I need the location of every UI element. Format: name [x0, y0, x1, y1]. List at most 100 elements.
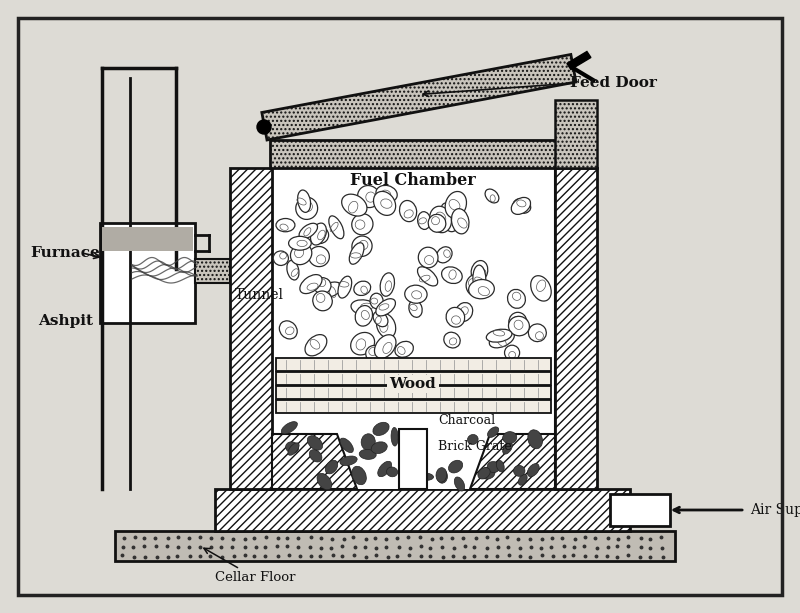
Ellipse shape [370, 293, 383, 309]
Text: Air Supply: Air Supply [750, 503, 800, 517]
Ellipse shape [405, 285, 427, 303]
Text: Charcoal: Charcoal [438, 414, 495, 427]
Ellipse shape [307, 436, 322, 450]
Circle shape [257, 120, 271, 134]
Ellipse shape [487, 462, 499, 473]
Ellipse shape [409, 300, 422, 318]
Bar [215, 489, 630, 531]
Text: Cellar Floor: Cellar Floor [214, 571, 295, 584]
Ellipse shape [507, 289, 526, 308]
Ellipse shape [528, 324, 546, 341]
Ellipse shape [518, 474, 527, 485]
Text: Feed Door: Feed Door [570, 76, 657, 90]
Text: Wood: Wood [390, 377, 436, 391]
Ellipse shape [418, 267, 438, 286]
Ellipse shape [358, 186, 380, 208]
Ellipse shape [340, 456, 357, 465]
Ellipse shape [359, 449, 376, 459]
Ellipse shape [276, 218, 295, 232]
Ellipse shape [329, 216, 344, 238]
Ellipse shape [502, 432, 517, 444]
Ellipse shape [399, 200, 417, 222]
Ellipse shape [351, 300, 378, 316]
Ellipse shape [391, 427, 398, 446]
Ellipse shape [317, 473, 332, 490]
Ellipse shape [373, 311, 388, 327]
Ellipse shape [298, 190, 310, 212]
Bar [115, 531, 675, 561]
Bar [399, 429, 427, 489]
Ellipse shape [418, 247, 438, 268]
Ellipse shape [415, 473, 434, 481]
Ellipse shape [290, 244, 312, 265]
Ellipse shape [395, 341, 414, 357]
Bar [270, 140, 557, 168]
Ellipse shape [311, 227, 329, 243]
Ellipse shape [350, 243, 364, 264]
Ellipse shape [376, 299, 395, 316]
Ellipse shape [527, 463, 539, 477]
Ellipse shape [418, 211, 430, 229]
Ellipse shape [288, 443, 299, 455]
Ellipse shape [286, 442, 298, 453]
Ellipse shape [274, 251, 289, 265]
Ellipse shape [350, 332, 374, 355]
Polygon shape [262, 55, 576, 140]
Ellipse shape [340, 438, 354, 452]
Bar [276, 372, 551, 385]
Ellipse shape [355, 305, 373, 326]
Ellipse shape [438, 470, 447, 483]
Ellipse shape [478, 468, 490, 479]
Ellipse shape [509, 312, 527, 332]
Ellipse shape [436, 468, 446, 482]
Ellipse shape [442, 267, 462, 284]
Polygon shape [567, 51, 591, 69]
Bar [272, 168, 555, 489]
Ellipse shape [446, 307, 465, 327]
Ellipse shape [310, 223, 326, 245]
Ellipse shape [313, 291, 332, 311]
Polygon shape [470, 434, 555, 489]
Ellipse shape [380, 273, 394, 296]
Ellipse shape [437, 247, 452, 263]
Ellipse shape [430, 206, 451, 233]
Text: Brick Grate: Brick Grate [438, 440, 512, 452]
Ellipse shape [376, 185, 398, 202]
Bar [555, 168, 597, 489]
Ellipse shape [299, 223, 318, 239]
Text: Furnace: Furnace [30, 246, 100, 260]
Ellipse shape [318, 282, 342, 297]
Bar [610, 494, 670, 526]
Ellipse shape [511, 197, 530, 215]
Ellipse shape [338, 276, 352, 298]
Ellipse shape [487, 427, 498, 438]
Ellipse shape [469, 280, 494, 299]
Ellipse shape [454, 477, 465, 491]
Bar [102, 227, 193, 251]
Ellipse shape [366, 345, 386, 363]
Ellipse shape [486, 329, 512, 342]
Ellipse shape [505, 345, 520, 360]
Text: Ashpit: Ashpit [38, 314, 93, 328]
Ellipse shape [428, 215, 446, 232]
Ellipse shape [466, 274, 486, 296]
Ellipse shape [282, 422, 298, 434]
Bar [272, 434, 555, 489]
Ellipse shape [467, 435, 478, 444]
Ellipse shape [441, 203, 461, 227]
Ellipse shape [445, 191, 466, 218]
Ellipse shape [490, 330, 514, 348]
Ellipse shape [405, 450, 418, 459]
Bar [276, 400, 551, 413]
Ellipse shape [530, 276, 551, 301]
Ellipse shape [373, 422, 389, 435]
Ellipse shape [528, 430, 542, 449]
Ellipse shape [352, 236, 372, 256]
Ellipse shape [471, 261, 488, 282]
Ellipse shape [314, 278, 331, 294]
Ellipse shape [502, 443, 512, 454]
Ellipse shape [300, 275, 322, 294]
Ellipse shape [305, 335, 327, 356]
Ellipse shape [377, 313, 396, 338]
Bar [100, 223, 195, 323]
